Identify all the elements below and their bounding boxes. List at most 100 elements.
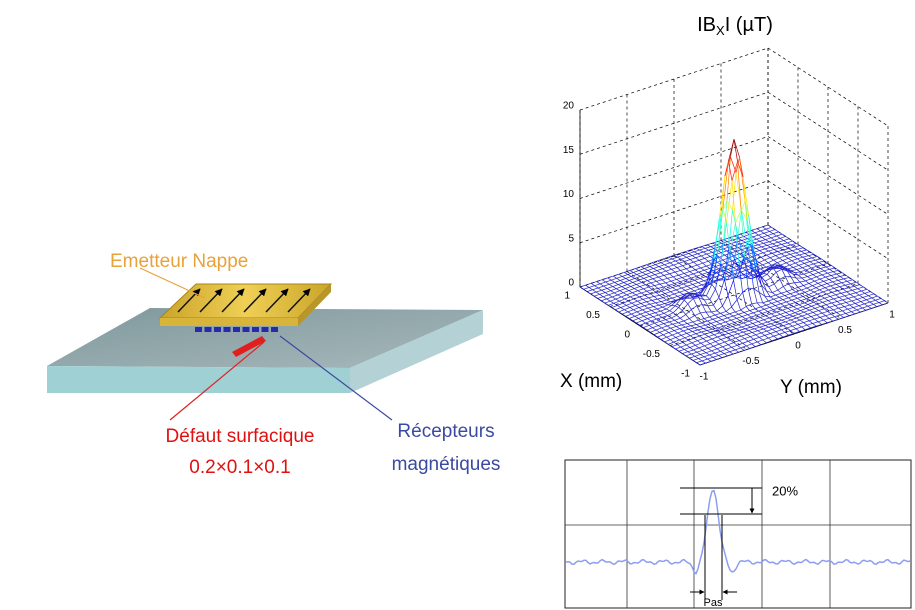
surface-mesh (744, 310, 750, 313)
surface-mesh (711, 338, 716, 342)
surface-mesh (789, 314, 794, 317)
surface-mesh (657, 260, 662, 264)
surface-mesh (801, 276, 808, 279)
surface-mesh (726, 335, 733, 338)
surface-mesh (805, 269, 810, 273)
surface-mesh (774, 247, 780, 250)
surface-mesh (702, 336, 709, 339)
surface-mesh (719, 321, 726, 325)
surface-mesh (765, 313, 772, 316)
surface-mesh (791, 297, 798, 301)
surface-mesh (632, 292, 637, 296)
surface-mesh (601, 288, 608, 291)
surface-mesh (795, 326, 802, 330)
surface-mesh (716, 357, 723, 360)
surface-mesh (658, 264, 665, 267)
surface-mesh (662, 315, 668, 318)
surface-mesh (757, 252, 764, 256)
surface-mesh (681, 303, 689, 311)
surface-mesh (617, 305, 622, 308)
surface-mesh (742, 265, 749, 269)
surface-mesh (804, 302, 809, 305)
surface-mesh (679, 251, 686, 254)
surface-mesh (679, 290, 686, 293)
surface-mesh (719, 176, 726, 218)
surface-mesh (745, 270, 750, 273)
surface-mesh (642, 299, 647, 303)
surface-mesh (757, 328, 764, 332)
surface-mesh (776, 262, 781, 266)
surface-mesh (692, 292, 698, 296)
surface-mesh (828, 318, 833, 322)
surface-mesh (629, 278, 635, 281)
surface-mesh (639, 296, 644, 300)
surface-mesh (702, 260, 709, 264)
surface-mesh (743, 259, 750, 274)
surface-mesh (873, 304, 878, 307)
surface-mesh (799, 253, 805, 256)
surface-mesh (644, 268, 649, 271)
surface-mesh (789, 303, 794, 307)
surface-mesh (602, 296, 607, 300)
surface-mesh (781, 292, 786, 296)
surface-mesh (648, 297, 653, 301)
receiver (261, 327, 269, 332)
surface-mesh (673, 254, 678, 258)
surface-mesh (710, 332, 715, 335)
surface-mesh (670, 289, 677, 293)
surface-mesh (634, 288, 639, 291)
surface-mesh (780, 303, 785, 307)
surface-mesh (664, 264, 669, 268)
surface-mesh (720, 263, 725, 280)
surface-mesh (641, 292, 646, 296)
surface-mesh (659, 332, 664, 336)
surface-mesh (846, 302, 850, 306)
surface-mesh (840, 292, 845, 297)
surface-mesh (815, 295, 822, 299)
surface-mesh (614, 282, 619, 285)
current-arrow (199, 288, 223, 313)
surface-mesh (862, 297, 867, 301)
surface-mesh (766, 328, 773, 332)
surface-mesh (831, 265, 836, 269)
surface-mesh (652, 278, 657, 282)
surface-mesh (669, 310, 674, 314)
surface-mesh (689, 271, 694, 275)
surface-mesh (713, 217, 720, 259)
surface-mesh (732, 324, 739, 327)
surface-mesh (621, 294, 627, 298)
surface-mesh (808, 318, 815, 322)
surface-mesh (864, 303, 869, 307)
surface-mesh (632, 282, 637, 285)
surface-mesh (764, 248, 769, 252)
surface-mesh (818, 260, 825, 263)
surface-mesh (588, 287, 593, 291)
surface-mesh (798, 311, 805, 315)
surface-mesh (809, 271, 814, 275)
surface-mesh (764, 295, 771, 298)
surface-mesh (695, 333, 700, 337)
surface-mesh (684, 335, 691, 339)
surface-mesh (806, 324, 811, 329)
surface-mesh (800, 260, 805, 264)
surface-mesh (711, 336, 718, 340)
surface-mesh (735, 249, 742, 252)
surface-mesh (731, 299, 738, 308)
surface-mesh (790, 328, 797, 331)
surface-mesh (660, 310, 665, 314)
surface-mesh (665, 327, 671, 331)
surface-mesh (700, 311, 706, 314)
surface-mesh (783, 248, 789, 251)
surface-mesh (616, 286, 622, 289)
surface-mesh (614, 280, 621, 283)
surface-mesh (787, 308, 792, 311)
surface-mesh (796, 317, 801, 321)
surface-mesh (671, 269, 676, 273)
surface-mesh (668, 304, 672, 306)
surface-mesh (615, 309, 620, 313)
surface-mesh (590, 283, 595, 286)
surface-mesh (745, 326, 751, 330)
defect-size: 0.2×0.1×0.1 (189, 457, 290, 478)
surface-mesh (678, 261, 685, 264)
surface-mesh (656, 268, 663, 271)
